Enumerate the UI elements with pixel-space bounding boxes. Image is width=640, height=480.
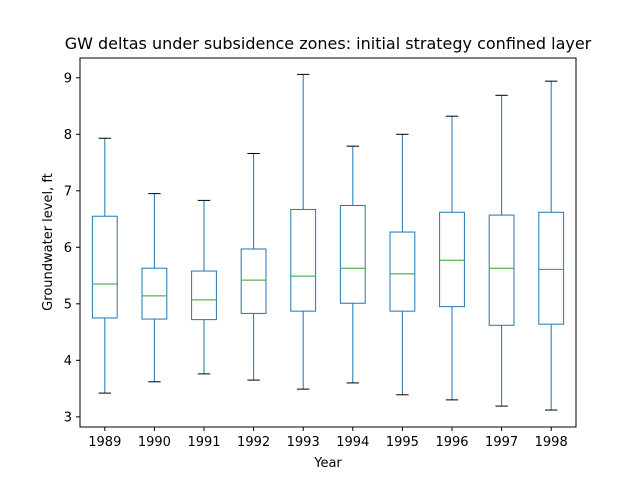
plot-frame [79, 57, 577, 428]
iqr-box [538, 211, 565, 325]
box-1997 [488, 94, 515, 407]
iqr-box [488, 214, 515, 326]
x-tick-label: 1994 [336, 435, 369, 450]
x-tick-label: 1995 [386, 435, 419, 450]
x-tick-label: 1989 [88, 435, 121, 450]
iqr-box [240, 248, 267, 314]
y-tick-label: 5 [64, 297, 72, 312]
y-tick-label: 3 [64, 410, 72, 425]
box-1995 [389, 133, 416, 396]
x-tick-label: 1997 [485, 435, 518, 450]
x-axis-title: Year [313, 456, 342, 471]
chart-title: GW deltas under subsidence zones: initia… [65, 34, 592, 53]
y-axis-title: Groundwater level, ft [41, 173, 56, 311]
box-1990 [141, 193, 168, 383]
y-tick-label: 6 [64, 241, 72, 256]
box-1989 [91, 137, 118, 394]
y-axis: 3 4 5 6 7 8 9 [64, 71, 80, 425]
box-1992 [240, 152, 267, 381]
x-tick-label: 1991 [187, 435, 220, 450]
x-tick-label: 1998 [535, 435, 568, 450]
box-1996 [439, 115, 465, 401]
iqr-box [439, 211, 465, 308]
iqr-box [191, 270, 217, 321]
y-tick-label: 8 [64, 128, 72, 143]
box-1994 [339, 145, 366, 384]
x-axis: 1989 1990 1991 1992 1993 1994 1995 1996 1997 1998 [88, 427, 568, 450]
x-tick-label: 1993 [287, 435, 320, 450]
iqr-box [290, 208, 317, 312]
box-1993 [290, 73, 317, 390]
iqr-box [141, 267, 168, 320]
box-1991 [191, 199, 217, 375]
y-tick-label: 9 [64, 71, 72, 86]
iqr-box [389, 231, 416, 312]
iqr-box [339, 204, 366, 304]
y-tick-label: 7 [64, 184, 72, 199]
x-tick-label: 1996 [435, 435, 468, 450]
x-tick-label: 1990 [138, 435, 171, 450]
plot-area [91, 73, 565, 411]
x-tick-label: 1992 [237, 435, 270, 450]
y-tick-label: 4 [64, 354, 72, 369]
box-1998 [538, 80, 565, 411]
iqr-box [91, 215, 118, 319]
